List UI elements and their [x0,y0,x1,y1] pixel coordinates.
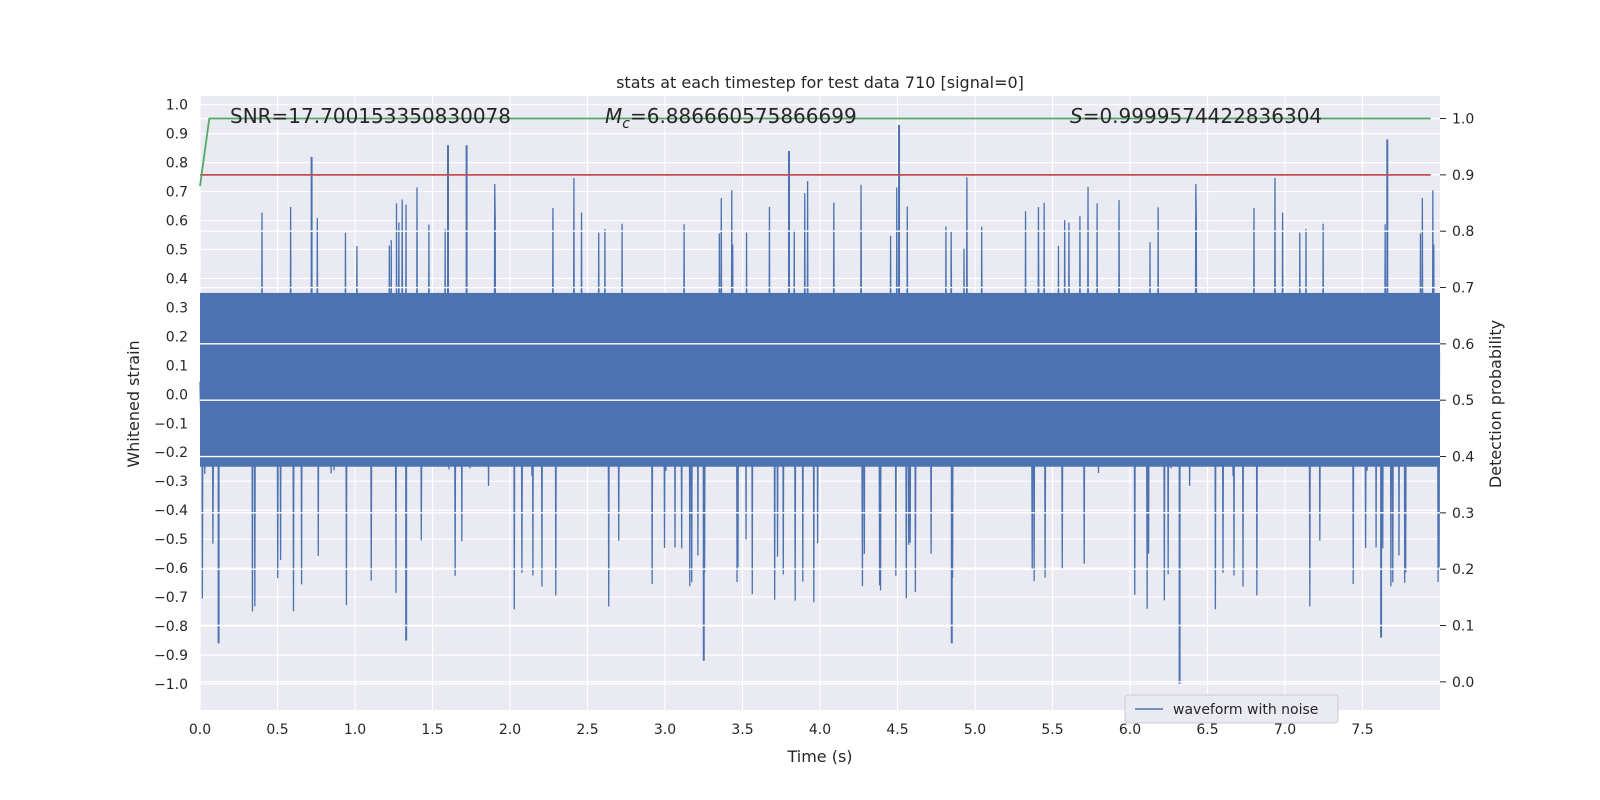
y2-tick-label: 0.9 [1452,168,1474,184]
y2-axis-label: Detection probability [1486,320,1505,488]
y-tick-label: 0.5 [166,243,188,259]
y2-tick-label: 0.1 [1452,619,1474,635]
x-tick-label: 0.0 [189,722,211,738]
waveform-series [199,124,1441,684]
x-tick-label: 5.5 [1041,722,1063,738]
y2-tick-label: 0.8 [1452,224,1474,240]
y-tick-label: −0.6 [154,561,188,577]
y-tick-label: −0.5 [154,532,188,548]
y-axis-label: Whitened strain [124,340,143,467]
x-tick-label: 5.0 [964,722,986,738]
y-tick-label: 0.2 [166,329,188,345]
chirp-mass-annotation: Mc=6.886660575866699 [605,104,857,132]
x-tick-label: 6.0 [1119,722,1141,738]
y-tick-label: −0.2 [154,445,188,461]
chirp-mass-subscript: c [622,116,630,132]
y2-tick-label: 1.0 [1452,112,1474,128]
significance-annotation: S=0.9999574422836304 [1070,104,1322,128]
y-tick-label: 1.0 [166,98,188,114]
legend-label: waveform with noise [1173,702,1318,718]
y2-tick-label: 0.3 [1452,506,1474,522]
y-tick-label: −1.0 [154,677,188,693]
x-tick-label: 2.5 [576,722,598,738]
significance-symbol: S [1070,104,1083,128]
y-tick-label: −0.9 [154,648,188,664]
y-tick-label: −0.4 [154,503,188,519]
y-tick-label: −0.3 [154,474,188,490]
legend-box [1124,694,1339,724]
x-tick-label: 1.0 [344,722,366,738]
probability-series [199,117,1431,187]
waveform-dense-band [200,292,1440,467]
x-axis-ticks: 0.0 0.5 1.0 1.5 2.0 2.5 3.0 3.5 4.0 4.5 5.0 5.5 6.0 6… [189,722,1374,738]
x-tick-label: 4.0 [809,722,831,738]
y-tick-label: −0.8 [154,619,188,635]
significance-value: =0.9999574422836304 [1083,104,1322,128]
snr-annotation: SNR=17.700153350830078 [230,104,511,128]
x-tick-label: 7.5 [1351,722,1373,738]
x-tick-label: 6.5 [1196,722,1218,738]
y-tick-label: 0.1 [166,358,188,374]
x-tick-label: 4.5 [886,722,908,738]
chart-title: stats at each timestep for test data 710… [616,73,1024,92]
x-tick-label: 7.0 [1274,722,1296,738]
x-axis-label: Time (s) [786,747,852,766]
y2-tick-label: 0.7 [1452,281,1474,297]
y2-axis-ticks: 1.0 0.9 0.8 0.7 0.6 0.5 0.4 0.3 0.2 0.1 0.0 [1440,112,1474,691]
y-axis-ticks: 1.0 0.9 0.8 0.7 0.6 0.5 0.4 0.3 0.2 0.1 0.0 −0.1 −0.… [154,98,188,693]
legend: waveform with noise [1124,694,1339,724]
chirp-mass-value: =6.886660575866699 [630,104,857,128]
y2-tick-label: 0.6 [1452,337,1474,353]
y-tick-label: 0.9 [166,127,188,143]
y-tick-label: 0.8 [166,156,188,172]
y-tick-label: 0.3 [166,300,188,316]
y-tick-label: 0.7 [166,185,188,201]
y2-tick-label: 0.4 [1452,450,1474,466]
x-tick-label: 2.0 [499,722,521,738]
y-tick-label: −0.1 [154,416,188,432]
y2-tick-label: 0.2 [1452,562,1474,578]
x-tick-label: 1.5 [421,722,443,738]
y-tick-label: 0.4 [166,271,188,287]
x-tick-label: 3.5 [731,722,753,738]
detection-probability-line [199,117,1431,187]
y-tick-label: 0.0 [166,387,188,403]
x-tick-label: 0.5 [266,722,288,738]
y-tick-label: 0.6 [166,214,188,230]
chirp-mass-symbol: M [605,104,622,128]
x-tick-label: 3.0 [654,722,676,738]
y2-tick-label: 0.0 [1452,675,1474,691]
y-tick-label: −0.7 [154,590,188,606]
y2-tick-label: 0.5 [1452,393,1474,409]
